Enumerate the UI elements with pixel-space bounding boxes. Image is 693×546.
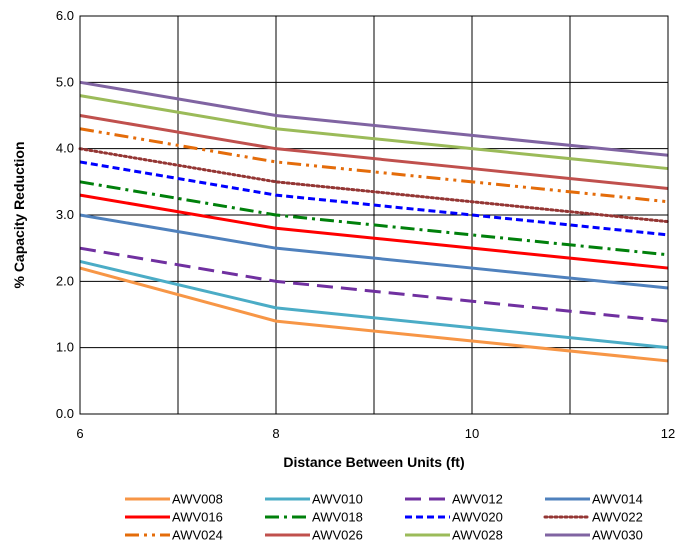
series-line-awv026 (79, 114, 669, 190)
legend-label: AWV030 (592, 528, 643, 543)
legend-label: AWV028 (452, 528, 503, 543)
legend-label: AWV024 (172, 528, 223, 543)
series-line-awv010 (79, 259, 669, 350)
legend-label: AWV016 (172, 510, 223, 525)
series-line-awv016 (79, 193, 669, 270)
y-tick-label: 3.0 (56, 207, 74, 222)
legend-label: AWV020 (452, 510, 503, 525)
x-tick-label: 6 (76, 426, 83, 441)
legend-label: AWV014 (592, 492, 643, 507)
y-tick-label: 6.0 (56, 8, 74, 23)
y-tick-label: 5.0 (56, 74, 74, 89)
legend: AWV008 AWV010 AWV012 AWV014 AWV016 AWV018 AWV0… (125, 492, 643, 543)
tick-labels: 0.0 1.0 2.0 3.0 4.0 5.0 6.0 6 8 10 12 (56, 8, 675, 441)
legend-label: AWV008 (172, 492, 223, 507)
series-line-awv014 (79, 213, 669, 290)
legend-label: AWV022 (592, 510, 643, 525)
y-tick-label: 0.0 (56, 406, 74, 421)
x-axis-title: Distance Between Units (ft) (283, 454, 464, 470)
series-line-awv012 (79, 246, 669, 323)
legend-label: AWV012 (452, 492, 503, 507)
plot-area-frame (79, 15, 669, 415)
series-line-awv028 (79, 94, 669, 171)
series-line-awv018 (79, 180, 669, 257)
series-line-awv030 (79, 80, 669, 157)
legend-label: AWV026 (312, 528, 363, 543)
series-lines (78, 80, 670, 363)
y-tick-label: 2.0 (56, 273, 74, 288)
y-tick-label: 1.0 (56, 340, 74, 355)
x-tick-label: 10 (465, 426, 479, 441)
legend-label: AWV010 (312, 492, 363, 507)
x-tick-label: 8 (272, 426, 279, 441)
series-line-awv020 (79, 160, 669, 237)
series-line-awv008 (79, 266, 669, 363)
x-tick-label: 12 (661, 426, 675, 441)
y-tick-label: 4.0 (56, 141, 74, 156)
y-axis-title: % Capacity Reduction (11, 141, 27, 288)
series-line-awv024 (79, 127, 669, 204)
legend-label: AWV018 (312, 510, 363, 525)
series-line-awv022 (78, 147, 670, 224)
